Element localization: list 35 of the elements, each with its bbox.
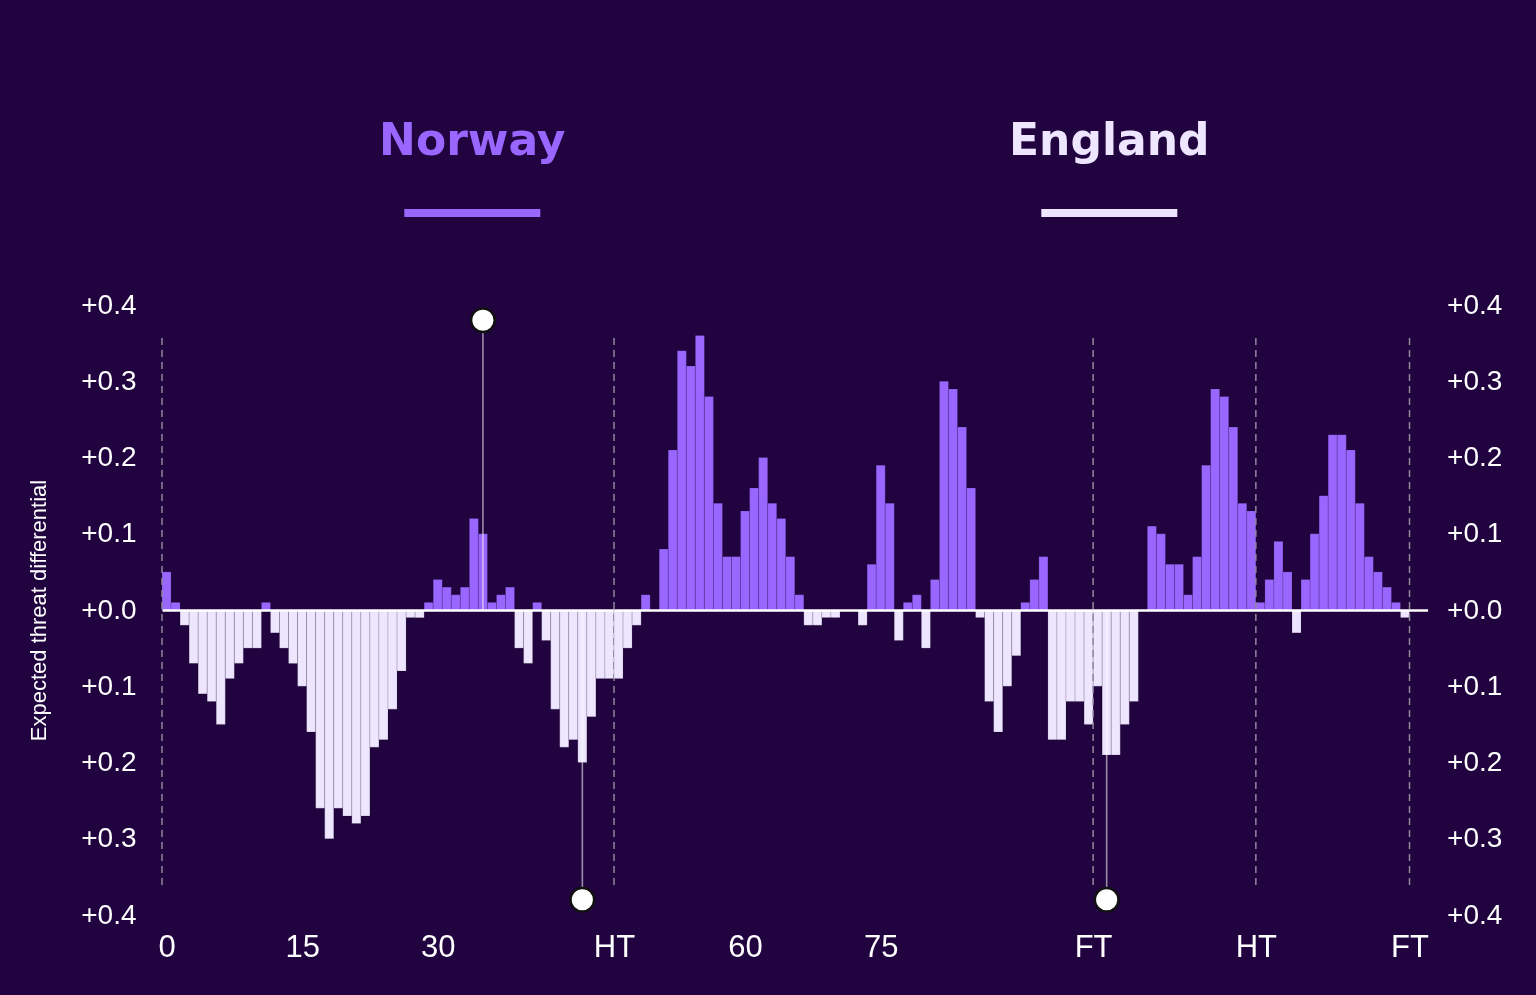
y-tick-label: +0.1: [81, 669, 137, 701]
y-axis-title: Expected threat differential: [26, 479, 52, 742]
bar: [920, 609, 931, 649]
y-tick-label: +0.4: [81, 898, 137, 930]
x-tick-label: 60: [728, 928, 763, 964]
x-tick-label: HT: [1235, 928, 1278, 964]
y2-tick-label: +0.3: [1447, 364, 1503, 396]
x-tick-label: 0: [158, 928, 176, 964]
x-tick-label: HT: [593, 928, 636, 964]
x-tick-label: 75: [863, 928, 899, 964]
x-tick-label: FT: [1391, 928, 1430, 964]
x-tick-label: 30: [420, 928, 456, 964]
y-tick-label: +0.2: [81, 746, 137, 777]
y-tick-label: +0.4: [81, 288, 137, 320]
y2-tick-label: +0.4: [1447, 898, 1503, 930]
y-tick-label: +0.2: [81, 441, 137, 472]
y2-tick-label: +0.1: [1447, 517, 1503, 549]
bar: [893, 609, 904, 641]
y2-tick-label: +0.4: [1447, 288, 1503, 320]
x-tick-label: 15: [285, 928, 320, 964]
text: England: [1009, 114, 1210, 165]
y-tick-label: +0.0: [81, 593, 137, 625]
bar: [1291, 609, 1302, 634]
x-tick-label: FT: [1074, 928, 1113, 964]
bar: [857, 609, 868, 626]
text: Norway: [379, 114, 566, 165]
bar: [640, 594, 651, 611]
y-tick-label: +0.3: [81, 364, 137, 396]
y2-tick-label: +0.3: [1447, 822, 1503, 854]
y-tick-label: +0.1: [81, 517, 137, 549]
y2-tick-label: +0.0: [1447, 593, 1503, 625]
y2-tick-label: +0.2: [1447, 746, 1503, 777]
y2-tick-label: +0.1: [1447, 669, 1503, 701]
y-tick-label: +0.3: [81, 822, 137, 854]
y2-tick-label: +0.2: [1447, 441, 1503, 472]
